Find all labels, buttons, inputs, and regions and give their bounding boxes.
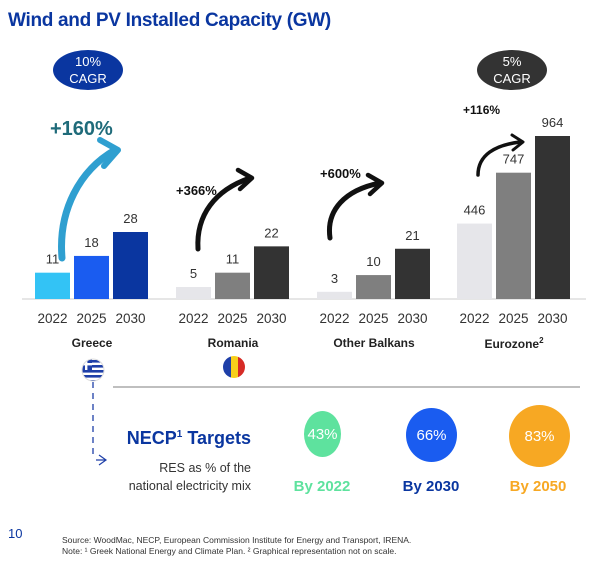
necp-subtitle-line: RES as % of the xyxy=(159,461,251,475)
tick-label: 2030 xyxy=(256,311,286,326)
target-circle-2022: 43% xyxy=(304,411,341,457)
data-label: 11 xyxy=(226,252,240,267)
page-title: Wind and PV Installed Capacity (GW) xyxy=(8,10,331,31)
footnote-marker: 1 xyxy=(176,429,183,440)
romania-flag-icon xyxy=(223,356,245,378)
bar-eurozone-2025 xyxy=(496,172,531,299)
target-circle-2030: 66% xyxy=(406,408,457,462)
bar-romania-2025 xyxy=(215,272,250,299)
bar-greece-2025 xyxy=(74,255,109,299)
note-text: Note: ¹ Greek National Energy and Climat… xyxy=(62,546,397,556)
bar-eurozone-2030 xyxy=(535,136,570,299)
data-label: 21 xyxy=(405,228,419,243)
arrow-icon-romania xyxy=(195,175,253,252)
cagr-value: 10% xyxy=(74,54,102,69)
growth-label: +160% xyxy=(50,118,113,140)
target-label-2050: By 2050 xyxy=(509,478,567,495)
bar-other-balkans-2022 xyxy=(317,291,352,299)
tick-label: 2025 xyxy=(358,311,388,326)
data-label: 11 xyxy=(46,252,60,267)
data-label: 10 xyxy=(366,254,380,269)
necp-title: NECP1 Targets xyxy=(127,428,251,449)
tick-label: 2025 xyxy=(76,311,106,326)
tick-label: 2025 xyxy=(498,311,528,326)
bar-eurozone-2022 xyxy=(457,223,492,299)
cagr-badge-greece: 10% CAGR xyxy=(53,50,123,90)
category-label: Romania xyxy=(173,336,293,350)
bar-romania-2030 xyxy=(254,246,289,299)
bar-other-balkans-2025 xyxy=(356,275,391,299)
necp-title-rest: Targets xyxy=(182,428,251,448)
greece-flag-icon xyxy=(81,358,105,382)
category-name: Romania xyxy=(207,336,259,350)
necp-title-text: NECP xyxy=(126,428,177,448)
cagr-label: CAGR xyxy=(493,71,531,86)
target-label-2022: By 2022 xyxy=(293,478,351,495)
tick-label: 2025 xyxy=(217,311,247,326)
necp-subtitle-line: national electricity mix xyxy=(128,479,251,493)
tick-label: 2022 xyxy=(178,311,208,326)
target-circle-2050: 83% xyxy=(509,405,570,467)
data-label: 446 xyxy=(464,203,486,218)
bar-greece-2030 xyxy=(113,232,148,299)
tick-label: 2022 xyxy=(459,311,489,326)
arrowhead-icon-romania xyxy=(235,167,255,192)
cagr-badge-eurozone: 5% CAGR xyxy=(477,50,547,90)
category-name: Eurozone xyxy=(484,337,540,351)
category-name: Greece xyxy=(71,336,113,350)
data-label: 3 xyxy=(331,271,338,286)
data-label: 18 xyxy=(84,235,98,250)
arrowhead-icon-eurozone xyxy=(510,133,525,152)
arrow-icon-eurozone xyxy=(476,140,522,177)
category-label: Other Balkans xyxy=(314,336,434,350)
tick-label: 2030 xyxy=(537,311,567,326)
bar-greece-2022 xyxy=(35,272,70,299)
footnotes: Source: WoodMac, NECP, European Commissi… xyxy=(62,535,411,557)
bar-other-balkans-2030 xyxy=(395,248,430,299)
tick-label: 2022 xyxy=(319,311,349,326)
cagr-label: CAGR xyxy=(69,71,107,86)
tick-label: 2030 xyxy=(397,311,427,326)
category-label: Greece xyxy=(32,336,152,350)
data-label: 28 xyxy=(123,211,137,226)
bar-romania-2022 xyxy=(176,287,211,299)
source-note: Source: WoodMac, NECP, European Commissi… xyxy=(62,535,412,545)
growth-label: +600% xyxy=(320,166,361,181)
arrowhead-icon-balkans xyxy=(365,172,385,197)
arrow-icon-greece xyxy=(58,146,119,262)
page-number: 10 xyxy=(8,526,23,541)
arrow-right-icon xyxy=(96,454,108,466)
footnote-marker: 2 xyxy=(539,336,544,345)
tick-label: 2022 xyxy=(37,311,67,326)
cagr-value: 5% xyxy=(502,54,522,69)
data-label: 5 xyxy=(190,266,197,281)
arrowhead-icon-greece xyxy=(97,137,121,169)
tick-label: 2030 xyxy=(115,311,145,326)
data-label: 747 xyxy=(503,152,525,167)
growth-label: +366% xyxy=(176,183,217,198)
arrow-icon-balkans xyxy=(326,180,383,241)
necp-subtitle: RES as % of the national electricity mix xyxy=(51,459,251,495)
data-label: 964 xyxy=(542,115,564,130)
growth-label: +116% xyxy=(463,103,501,117)
category-label: Eurozone2 xyxy=(454,336,574,351)
category-name: Other Balkans xyxy=(333,336,415,350)
data-label: 22 xyxy=(264,225,278,240)
target-label-2030: By 2030 xyxy=(402,478,460,495)
